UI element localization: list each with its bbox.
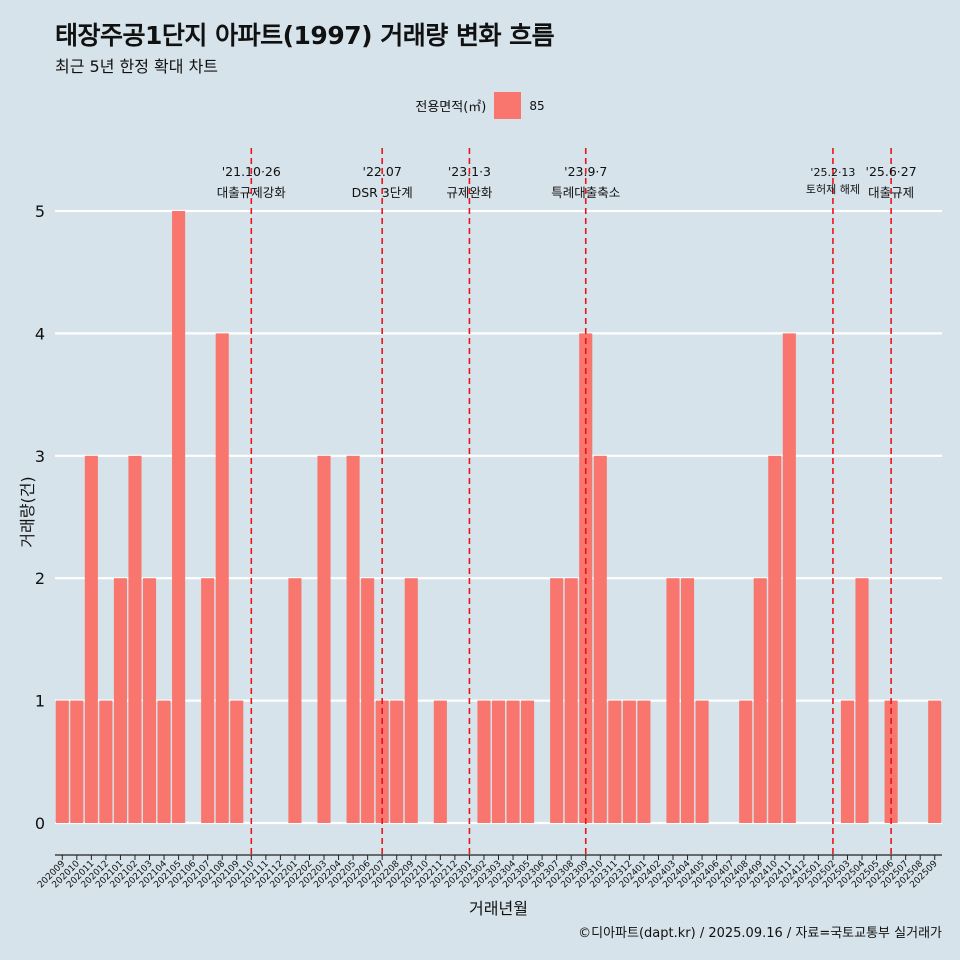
annotation-date: '22.07 [363, 164, 402, 179]
y-tick-label: 4 [35, 324, 45, 343]
bar-202105 [172, 211, 186, 823]
bar-202101 [113, 578, 127, 823]
bar-202108 [215, 333, 229, 823]
annotation-label: 토허제 해제 [806, 182, 860, 196]
bar-202104 [157, 700, 171, 823]
bar-202303 [491, 700, 506, 823]
annotation-date: '23.9·7 [564, 164, 607, 179]
bar-202302 [477, 700, 491, 823]
bar-202504 [855, 578, 869, 823]
bar-202410 [768, 455, 782, 823]
bar-202012 [99, 700, 113, 823]
annotation-label: DSR 3단계 [352, 185, 413, 200]
bar-202408 [739, 700, 753, 823]
annotation-date: '25.2·13 [810, 166, 855, 179]
annotation-date: '21.10·26 [222, 164, 281, 179]
source-caption: ©디아파트(dapt.kr) / 2025.09.16 / 자료=국토교통부 실… [578, 926, 942, 941]
chart-title: 태장주공1단지 아파트(1997) 거래량 변화 흐름 [55, 21, 555, 50]
bar-202503 [840, 700, 855, 823]
x-axis-title: 거래년월 [469, 899, 528, 918]
y-axis-title: 거래량(건) [18, 476, 37, 547]
annotation-date: '23.1·3 [448, 164, 491, 179]
bar-202404 [680, 578, 695, 823]
bar-202201 [288, 578, 302, 823]
bar-202509 [928, 700, 942, 823]
y-tick-label: 3 [35, 447, 45, 466]
bar-202102 [128, 455, 142, 823]
annotation-date: '25.6·27 [866, 164, 917, 179]
y-tick-label: 5 [35, 202, 45, 221]
legend: 전용면적(㎡) 85 [0, 92, 960, 119]
bar-202206 [361, 578, 375, 823]
bar-202411 [782, 333, 796, 823]
bar-202307 [550, 578, 564, 823]
bar-202211 [433, 700, 447, 823]
bar-202010 [70, 700, 84, 823]
annotation-label: 규제완화 [446, 185, 493, 200]
legend-title: 전용면적(㎡) [415, 100, 487, 115]
bar-202203 [317, 455, 331, 823]
bar-202109 [230, 700, 244, 823]
bar-202103 [142, 578, 157, 823]
bar-202409 [753, 578, 767, 823]
bar-202011 [84, 455, 98, 823]
bar-202312 [622, 700, 636, 823]
annotation-label: 특례대출축소 [551, 185, 620, 200]
legend-key-85 [494, 92, 522, 119]
bar-202308 [564, 578, 578, 823]
bar-202310 [593, 455, 607, 823]
y-tick-label: 2 [35, 569, 45, 588]
chart-subtitle: 최근 5년 한정 확대 차트 [55, 57, 219, 76]
bar-202311 [608, 700, 622, 823]
legend-label-85: 85 [529, 98, 545, 113]
y-tick-label: 1 [35, 692, 45, 711]
bar-202107 [201, 578, 215, 823]
annotation-label: 대출규제강화 [217, 185, 287, 200]
bar-202009 [55, 700, 69, 823]
bar-202403 [666, 578, 680, 823]
bar-202305 [521, 700, 535, 823]
bar-202209 [404, 578, 418, 823]
annotation-label: 대출규제 [868, 185, 914, 200]
bar-202205 [346, 455, 360, 823]
bar-202208 [390, 700, 404, 823]
bar-202401 [637, 700, 651, 823]
bar-202405 [695, 700, 709, 823]
bar-202304 [506, 700, 520, 823]
y-tick-label: 0 [35, 814, 45, 833]
